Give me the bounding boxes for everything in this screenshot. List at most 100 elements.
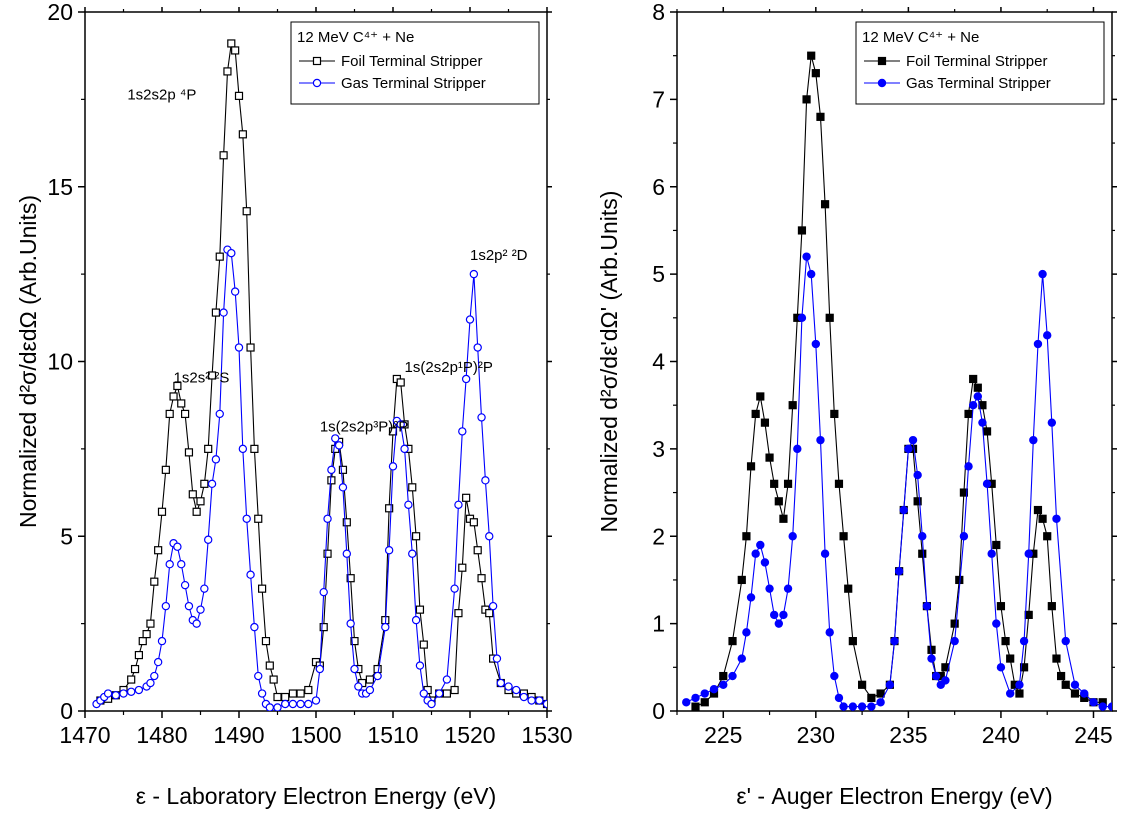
data-point <box>188 490 197 499</box>
data-point <box>319 623 328 632</box>
data-point <box>834 693 844 703</box>
data-point <box>746 462 756 471</box>
data-point <box>913 497 922 506</box>
data-point <box>473 546 482 555</box>
y-tick-label: 4 <box>652 349 665 375</box>
data-point <box>365 675 374 684</box>
data-point <box>1033 505 1043 515</box>
data-point <box>488 601 498 611</box>
data-point <box>987 549 996 558</box>
data-point <box>450 584 459 593</box>
data-point <box>742 532 751 541</box>
y-tick-label: 5 <box>60 523 73 549</box>
legend-marker <box>877 56 887 66</box>
data-point <box>350 664 359 674</box>
data-point <box>807 51 816 60</box>
data-point <box>196 605 205 614</box>
data-point <box>857 702 867 711</box>
legend: 12 MeV C⁴⁺ + Ne Foil Terminal Stripper Gas… <box>290 21 540 105</box>
data-point <box>146 619 155 628</box>
data-point <box>1080 689 1089 698</box>
data-point <box>227 248 236 258</box>
data-point <box>927 645 936 654</box>
data-point <box>913 470 922 480</box>
peak-annotation: 1s(2s2p¹P)²P <box>405 359 493 376</box>
data-point <box>196 497 205 506</box>
data-point <box>964 409 973 419</box>
data-point <box>257 689 267 698</box>
y-tick-label: 7 <box>652 86 665 112</box>
data-point <box>450 685 459 695</box>
data-point <box>469 518 478 527</box>
data-point <box>765 453 774 462</box>
y-axis-title: Normalized d²σ/dε'dΩ' (Arb.Units) <box>596 191 622 533</box>
legend-marker <box>877 78 887 88</box>
data-point <box>404 500 413 509</box>
data-point <box>964 462 973 471</box>
data-point <box>373 664 382 674</box>
data-point <box>1024 549 1033 558</box>
data-point <box>204 444 213 453</box>
data-point <box>1015 689 1024 698</box>
data-point <box>996 663 1006 672</box>
data-point <box>157 507 167 516</box>
data-point <box>150 577 159 586</box>
data-point <box>867 702 876 711</box>
data-point <box>281 692 290 702</box>
x-tick-label: 240 <box>982 722 1020 748</box>
data-point <box>969 374 978 384</box>
data-point <box>542 699 547 709</box>
data-point <box>219 308 228 317</box>
data-point <box>415 661 425 670</box>
data-point <box>811 69 820 78</box>
data-point <box>288 699 298 709</box>
data-point <box>234 91 244 100</box>
data-point <box>477 574 486 583</box>
y-tick-label: 8 <box>652 0 665 25</box>
data-point <box>296 689 305 698</box>
data-point <box>242 514 251 523</box>
data-point <box>1001 636 1010 646</box>
data-point <box>931 671 941 681</box>
data-point <box>331 434 340 443</box>
data-point <box>1029 435 1038 445</box>
data-point <box>760 558 770 567</box>
data-point <box>820 200 830 209</box>
data-point <box>535 696 544 705</box>
data-point <box>215 409 224 419</box>
data-point <box>223 67 232 76</box>
data-point <box>177 560 186 569</box>
data-point <box>192 619 201 628</box>
legend-label: Gas Terminal Stripper <box>906 75 1051 92</box>
data-point <box>807 269 816 279</box>
data-point <box>793 444 802 454</box>
series-0 <box>96 39 547 709</box>
data-point <box>342 518 351 527</box>
data-point <box>173 381 182 391</box>
data-point <box>238 130 247 139</box>
data-point <box>844 584 853 593</box>
y-tick-label: 0 <box>652 698 665 724</box>
data-point <box>342 549 351 558</box>
data-point <box>1005 689 1015 698</box>
x-tick-label: 1510 <box>367 722 418 748</box>
data-point <box>265 703 274 711</box>
data-point <box>774 497 783 506</box>
data-point <box>265 661 274 670</box>
data-point <box>227 39 236 48</box>
data-point <box>323 514 332 523</box>
data-point <box>261 636 271 646</box>
data-point <box>941 676 950 685</box>
data-point <box>1015 680 1024 689</box>
data-point <box>234 343 244 352</box>
data-point <box>427 699 436 709</box>
data-point <box>461 374 471 384</box>
x-tick-label: 225 <box>704 722 742 748</box>
data-point <box>904 444 913 454</box>
data-point <box>207 371 217 380</box>
data-point <box>465 315 475 324</box>
data-point <box>230 287 240 296</box>
data-point <box>246 570 255 579</box>
data-point <box>469 269 479 279</box>
